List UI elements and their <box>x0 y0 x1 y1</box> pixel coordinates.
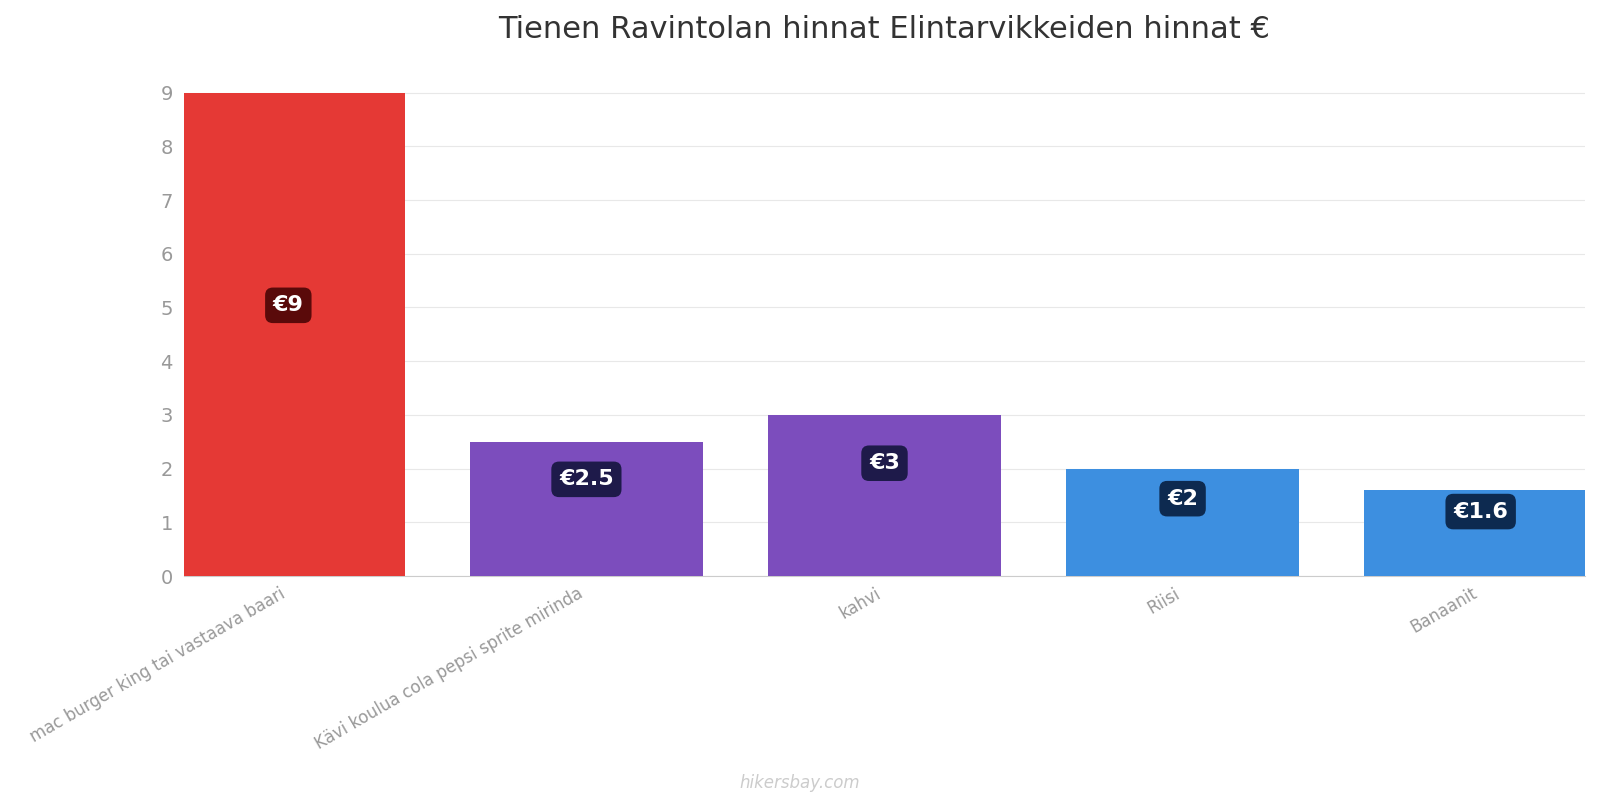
Bar <box>173 93 405 576</box>
Bar <box>1066 469 1299 576</box>
Text: €3: €3 <box>869 454 899 474</box>
Bar <box>470 442 702 576</box>
Text: hikersbay.com: hikersbay.com <box>739 774 861 792</box>
Bar <box>768 415 1000 576</box>
Bar <box>1365 490 1597 576</box>
Title: Tienen Ravintolan hinnat Elintarvikkeiden hinnat €: Tienen Ravintolan hinnat Elintarvikkeide… <box>499 15 1270 44</box>
Text: €2: €2 <box>1166 489 1198 509</box>
Text: €9: €9 <box>274 295 304 315</box>
Text: €2.5: €2.5 <box>558 470 614 490</box>
Text: €1.6: €1.6 <box>1453 502 1509 522</box>
